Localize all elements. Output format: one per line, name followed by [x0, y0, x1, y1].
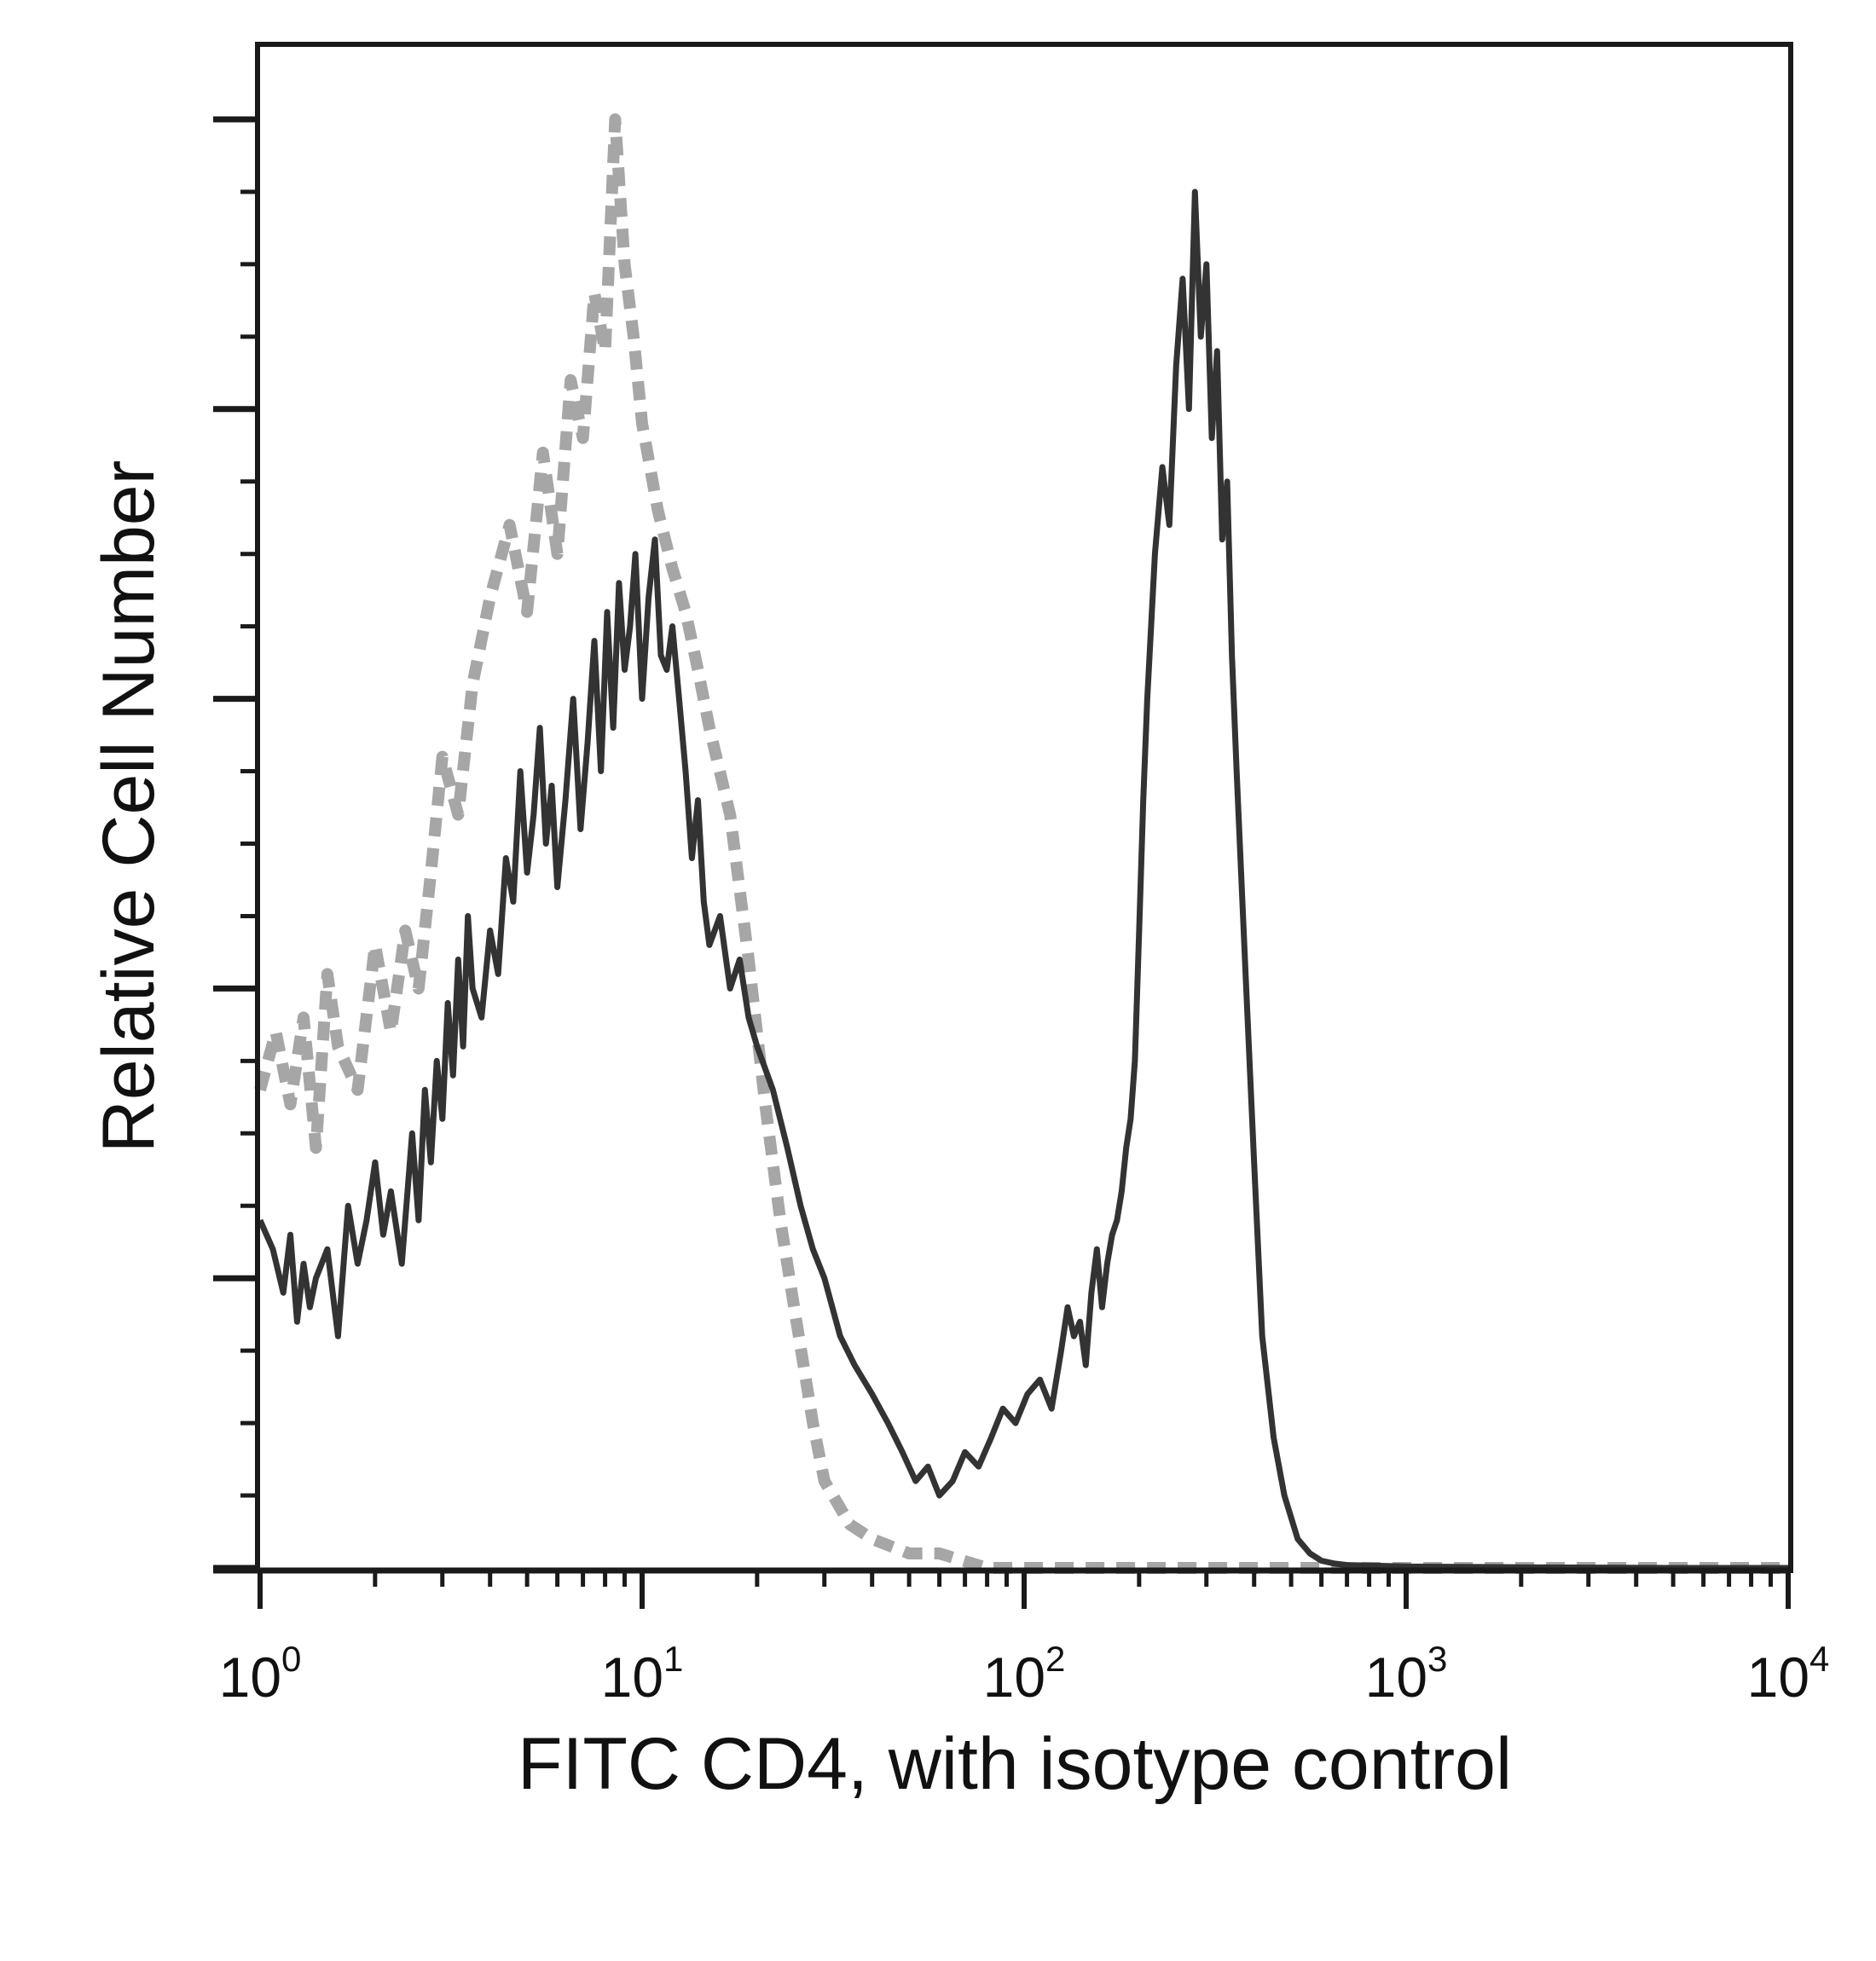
x-axis-title: FITC CD4, with isotype control — [518, 1723, 1512, 1805]
x-tick-label: 100 — [219, 1639, 302, 1709]
x-tick-label: 102 — [983, 1639, 1066, 1709]
cd4-stained-line — [257, 188, 1788, 1571]
x-tick-label: 101 — [601, 1639, 684, 1709]
series-layer — [254, 113, 1788, 1574]
x-tick-label: 104 — [1747, 1639, 1830, 1709]
x-tick-label: 103 — [1365, 1639, 1448, 1709]
isotype-control-line — [254, 113, 1788, 1574]
x-axis: 100 101 102 103 104 — [213, 1567, 1830, 1709]
y-axis — [213, 116, 258, 1571]
y-axis-title: Relative Cell Number — [88, 460, 170, 1154]
